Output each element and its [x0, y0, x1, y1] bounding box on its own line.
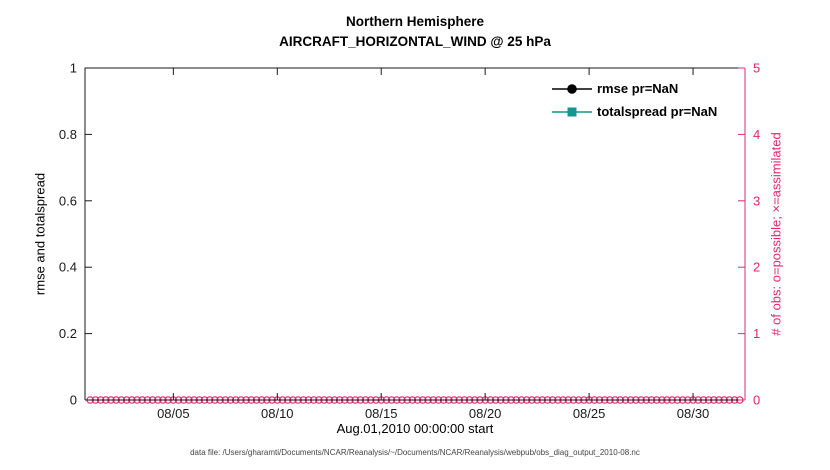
x-axis-label: Aug.01,2010 00:00:00 start: [336, 421, 494, 436]
y-tick-label-left: 0.2: [59, 326, 77, 341]
y-tick-label-right: 4: [753, 127, 760, 142]
legend-label: rmse pr=NaN: [597, 81, 679, 96]
y-tick-label-left: 0.4: [59, 260, 77, 275]
legend: rmse pr=NaN totalspread pr=NaN: [552, 77, 717, 123]
y-tick-label-left: 1: [70, 61, 77, 76]
legend-label: totalspread pr=NaN: [597, 104, 718, 119]
chart-title: Northern Hemisphere: [345, 14, 485, 29]
x-tick-label: 08/15: [365, 406, 398, 421]
y-tick-label-left: 0.8: [59, 127, 77, 142]
y-tick-label-right: 0: [753, 393, 760, 408]
x-tick-label: 08/10: [261, 406, 294, 421]
legend-entry: totalspread pr=NaN: [552, 100, 717, 123]
data-file-caption: data file: /Users/gharamti/Documents/NCA…: [190, 448, 640, 457]
x-tick-label: 08/30: [677, 406, 710, 421]
x-tick-label: 08/25: [573, 406, 606, 421]
y-tick-label-right: 2: [753, 260, 760, 275]
y-tick-label-left: 0: [70, 393, 77, 408]
x-tick-label: 08/05: [157, 406, 190, 421]
y-tick-label-right: 5: [753, 61, 760, 76]
legend-line-square-icon: [552, 107, 592, 116]
y-tick-label-right: 3: [753, 193, 760, 208]
y-tick-label-right: 1: [753, 326, 760, 341]
chart-subtitle: AIRCRAFT_HORIZONTAL_WIND @ 25 hPa: [279, 34, 551, 49]
legend-entry: rmse pr=NaN: [552, 77, 717, 100]
y-tick-label-left: 0.6: [59, 193, 77, 208]
legend-line-circle-icon: [552, 83, 592, 94]
x-tick-label: 08/20: [469, 406, 502, 421]
